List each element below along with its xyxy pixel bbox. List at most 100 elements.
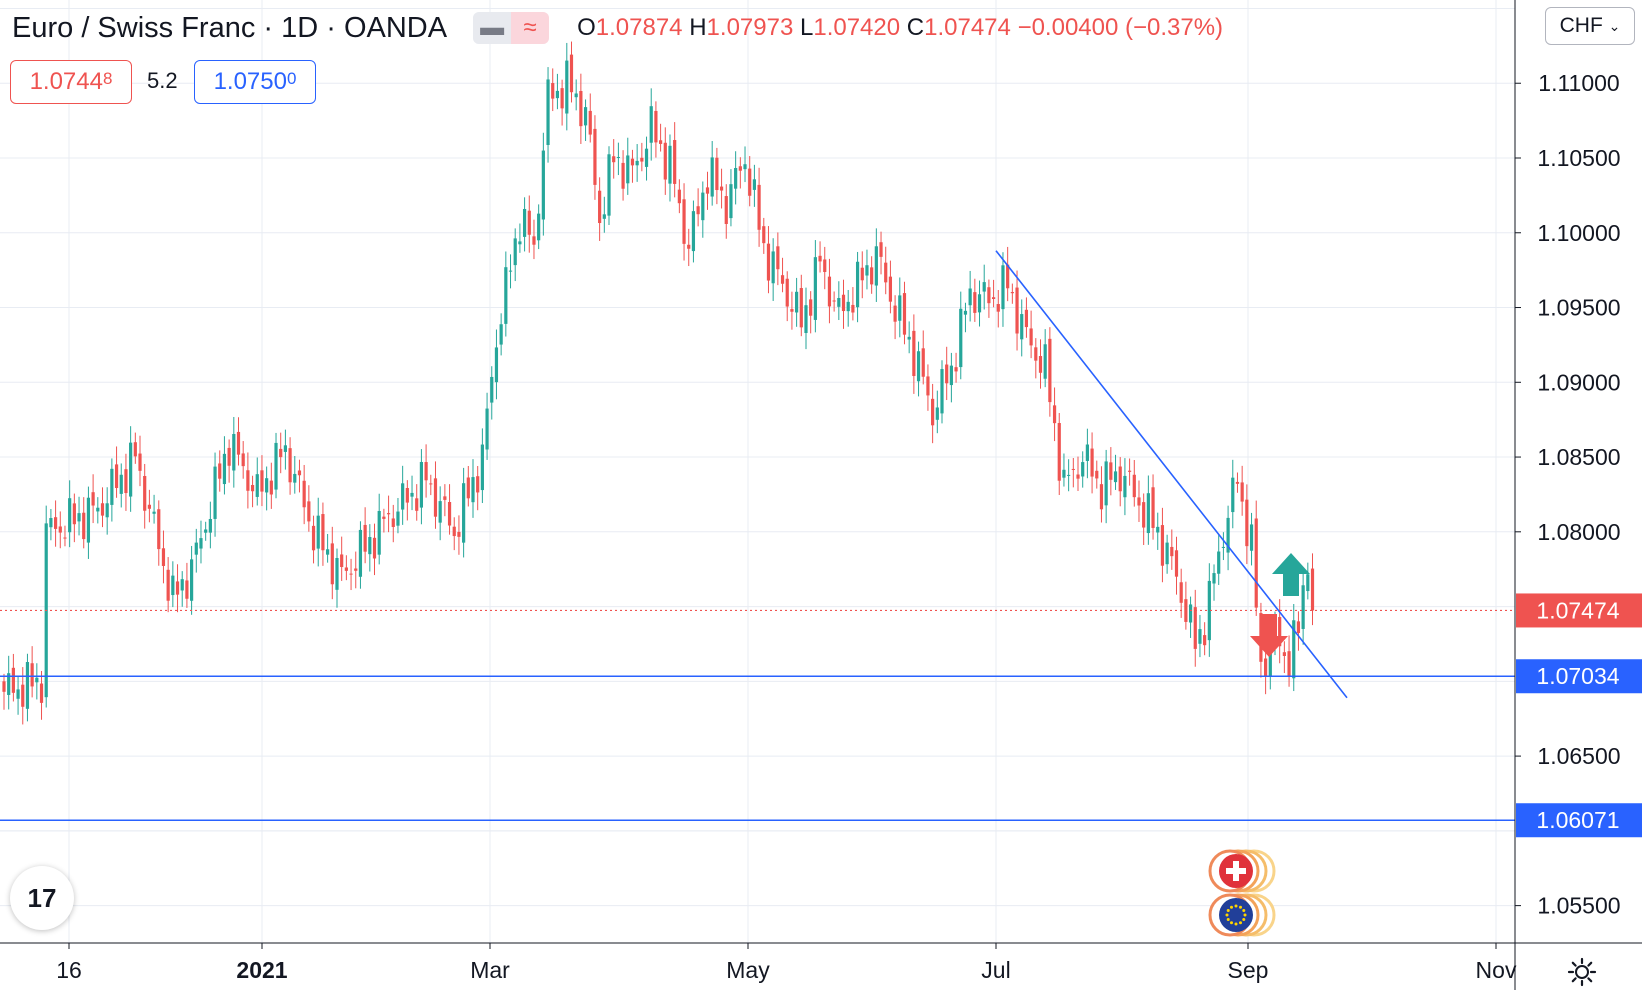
time-tick-label: 2021 bbox=[236, 957, 287, 983]
candle-body bbox=[621, 162, 625, 189]
candle-body bbox=[25, 662, 30, 709]
candle-body bbox=[762, 226, 766, 244]
candle-body bbox=[363, 524, 367, 552]
ohlc-values: O1.07874 H1.07973 L1.07420 C1.07474 −0.0… bbox=[577, 14, 1223, 42]
price-label-bg[interactable] bbox=[1516, 593, 1642, 628]
buy-button[interactable]: 1.0750 0 bbox=[194, 60, 316, 104]
candle-body bbox=[133, 442, 137, 457]
candle-body bbox=[1156, 526, 1160, 533]
candle-body bbox=[1278, 617, 1282, 647]
candle-body bbox=[2, 681, 6, 692]
candle-body bbox=[935, 407, 939, 420]
price-label-bg[interactable] bbox=[1516, 659, 1642, 694]
time-tick-label: Sep bbox=[1228, 957, 1269, 983]
candle-body bbox=[1020, 314, 1024, 340]
candle-body bbox=[691, 211, 696, 252]
candle-body bbox=[1024, 309, 1029, 328]
eu-star-icon bbox=[1242, 918, 1246, 921]
candle-body bbox=[494, 347, 499, 383]
candle-body bbox=[424, 462, 428, 481]
candle-body bbox=[227, 447, 231, 466]
settings-gear-icon[interactable] bbox=[1566, 956, 1598, 988]
eu-star-icon bbox=[1239, 905, 1242, 909]
candle-body bbox=[926, 376, 930, 396]
price-label[interactable]: 1.07474 bbox=[1536, 597, 1619, 623]
sell-button[interactable]: 1.0744 8 bbox=[10, 60, 132, 104]
candle-body bbox=[579, 90, 583, 127]
candle-body bbox=[471, 477, 475, 503]
candle-body bbox=[855, 261, 860, 308]
candle-body bbox=[335, 558, 339, 590]
indicator-toggle[interactable]: ▬ ≈ bbox=[473, 12, 550, 44]
candle-body bbox=[823, 259, 827, 272]
candle-body bbox=[21, 684, 25, 707]
candle-body bbox=[799, 288, 803, 328]
candle-body bbox=[1015, 287, 1019, 334]
candle-body bbox=[260, 470, 264, 492]
candle-body bbox=[1109, 462, 1113, 480]
candle-body bbox=[419, 461, 424, 508]
candle-body bbox=[1165, 542, 1169, 565]
candle-body bbox=[485, 408, 489, 450]
candle-body bbox=[612, 156, 616, 163]
compare-icon[interactable]: ≈ bbox=[511, 12, 550, 44]
candle-body bbox=[1301, 585, 1305, 629]
candle-body bbox=[274, 442, 278, 490]
time-tick-label: 16 bbox=[56, 957, 82, 983]
candle-body bbox=[401, 483, 405, 510]
price-label-bg[interactable] bbox=[1516, 803, 1642, 838]
candle-body bbox=[241, 453, 245, 467]
candle-body bbox=[39, 683, 44, 703]
candle-body bbox=[297, 470, 302, 476]
tradingview-logo[interactable]: 17 bbox=[10, 866, 74, 930]
candle-body bbox=[396, 511, 400, 526]
candle-body bbox=[804, 305, 808, 334]
candle-body bbox=[522, 208, 527, 237]
price-label[interactable]: 1.07034 bbox=[1536, 663, 1619, 689]
candle-body bbox=[68, 498, 72, 533]
candle-body bbox=[508, 270, 513, 272]
candle-body bbox=[1062, 469, 1066, 478]
candle-body bbox=[954, 367, 958, 372]
candle-body bbox=[677, 189, 681, 204]
candle-body bbox=[949, 365, 953, 386]
candle-body bbox=[1231, 477, 1235, 513]
close-value: 1.07474 bbox=[924, 14, 1011, 41]
up-arrow-icon[interactable] bbox=[1272, 553, 1310, 596]
horizontal-lines[interactable] bbox=[0, 609, 1515, 821]
economic-events[interactable] bbox=[1208, 849, 1276, 937]
candle-body bbox=[213, 466, 217, 519]
bid-pip: 8 bbox=[102, 69, 113, 88]
candle-body bbox=[879, 242, 883, 257]
candle-body bbox=[940, 369, 944, 414]
signal-arrows[interactable] bbox=[1250, 553, 1310, 657]
candle-body bbox=[138, 453, 142, 471]
collapse-icon[interactable]: ▬ bbox=[473, 12, 512, 44]
eu-flag-icon[interactable] bbox=[1219, 898, 1253, 932]
candle-body bbox=[696, 206, 700, 215]
candle-body bbox=[1043, 344, 1047, 379]
candle-body bbox=[701, 192, 705, 221]
candle-body bbox=[1292, 620, 1296, 679]
currency-dropdown[interactable]: CHF ⌄ bbox=[1545, 7, 1635, 45]
time-axis[interactable]: 16 2021 Mar May Jul Sep Nov bbox=[56, 943, 1517, 983]
candle-body bbox=[180, 579, 184, 591]
candle-body bbox=[598, 190, 602, 224]
down-arrow-icon[interactable] bbox=[1250, 614, 1288, 657]
price-label[interactable]: 1.06071 bbox=[1536, 807, 1619, 833]
change-value: −0.00400 (−0.37%) bbox=[1017, 14, 1224, 41]
candle-body bbox=[255, 474, 259, 497]
candle-body bbox=[307, 501, 311, 522]
candle-body bbox=[851, 304, 855, 313]
candle-body bbox=[991, 297, 996, 300]
candle-body bbox=[827, 276, 832, 307]
symbol-title[interactable]: Euro / Swiss Franc · 1D · OANDA bbox=[12, 11, 448, 44]
candle-body bbox=[780, 275, 785, 284]
candle-body bbox=[551, 83, 555, 99]
candle-body bbox=[771, 251, 775, 284]
trendline[interactable] bbox=[995, 250, 1348, 699]
candle-body bbox=[194, 542, 198, 555]
trendline-segment[interactable] bbox=[995, 250, 1348, 699]
